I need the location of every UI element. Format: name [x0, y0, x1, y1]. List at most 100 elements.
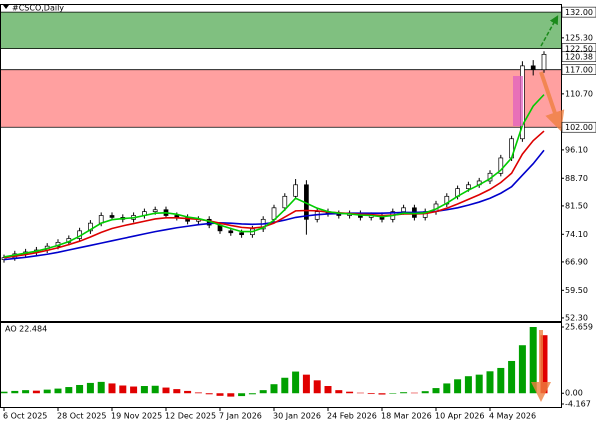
ao-bar: [335, 390, 343, 394]
chart-title: #CSCO,Daily: [12, 4, 64, 13]
x-tick-label: 7 Jan 2026: [219, 412, 262, 421]
ao-bar: [464, 376, 472, 394]
candle-body: [239, 232, 244, 236]
ao-bar: [475, 374, 483, 394]
main-panel-frame: [0, 4, 562, 322]
ao-y-tick-label: 25.659: [565, 323, 593, 332]
candle-body: [88, 222, 93, 232]
ao-bar: [346, 391, 354, 394]
ao-bar: [518, 345, 526, 394]
y-tick-label: 59.50: [565, 286, 588, 295]
x-tick-label: 24 Feb 2026: [327, 412, 377, 421]
ao-bar: [378, 393, 386, 395]
ao-bar: [76, 384, 84, 394]
y-tick-label: 110.70: [565, 89, 593, 98]
ao-bar: [194, 392, 202, 394]
x-tick-label: 12 Dec 2025: [165, 412, 216, 421]
ao-bar: [540, 335, 548, 394]
ao-bar: [238, 393, 246, 397]
y-tick-label: 125.30: [565, 33, 593, 42]
level-label: 122.50: [565, 45, 593, 54]
ao-bar: [529, 327, 537, 394]
ao-title: AO 22.484: [5, 325, 47, 334]
ao-bar: [497, 367, 505, 394]
candle-body: [466, 184, 471, 189]
ao-y-tick-label: -4.167: [565, 400, 591, 409]
ao-bar: [227, 393, 235, 397]
level-label: 117.00: [565, 66, 593, 75]
zone: [1, 12, 561, 49]
level-label-box: [561, 6, 596, 18]
up-arrow: [540, 15, 559, 47]
ao-bar: [205, 393, 213, 395]
ao-bar: [259, 390, 267, 394]
candle-body: [109, 215, 115, 218]
level-label: 102.00: [565, 123, 593, 132]
ao-bar: [270, 384, 278, 394]
ao-bar: [367, 393, 375, 395]
ao-bar: [410, 392, 418, 394]
ao-bar: [216, 393, 224, 396]
ao-panel-frame: [0, 322, 562, 408]
ao-bar: [486, 371, 494, 394]
ao-bar: [324, 386, 332, 394]
y-tick-label: 81.50: [565, 201, 588, 210]
ao-bar: [292, 371, 300, 394]
candle-body: [530, 65, 536, 71]
ao-bar: [356, 392, 364, 394]
down-arrow: [539, 71, 565, 132]
y-tick-label: 52.30: [565, 313, 588, 322]
x-tick-label: 10 Apr 2026: [435, 412, 484, 421]
y-tick-label: 96.10: [565, 145, 588, 154]
ao-bar: [184, 390, 192, 394]
candle-body: [293, 184, 298, 197]
x-tick-label: 6 Oct 2025: [3, 412, 47, 421]
moving-average: [3, 130, 545, 259]
ao-bar: [281, 377, 289, 394]
ao-bar: [43, 389, 51, 394]
candle-body: [271, 207, 277, 220]
ao-bar: [11, 390, 19, 394]
moving-average: [3, 94, 545, 258]
ao-bar: [65, 387, 73, 394]
ao-bar: [443, 383, 451, 394]
candle-body: [152, 209, 158, 213]
x-tick-label: 18 Mar 2026: [381, 412, 432, 421]
ao-bar: [0, 391, 8, 394]
current-price-label: 120.38: [565, 53, 593, 62]
ao-bar: [421, 391, 429, 394]
level-label-box: [561, 64, 596, 75]
collapse-icon: [3, 5, 9, 9]
candle-body: [541, 53, 547, 71]
y-tick-label: 88.70: [565, 174, 588, 183]
ao-bar: [108, 383, 116, 394]
ao-bar: [302, 374, 310, 394]
x-tick-label: 4 May 2026: [489, 412, 536, 421]
x-tick-label: 30 Jan 2026: [273, 412, 321, 421]
ao-bar: [32, 390, 40, 394]
zone: [1, 69, 561, 128]
ao-bar: [130, 386, 138, 394]
ao-bar: [54, 388, 62, 394]
x-tick-label: 28 Oct 2025: [57, 412, 106, 421]
ao-bar: [173, 389, 181, 394]
zones: [1, 11, 561, 128]
ao-y-tick-label: 0.00: [565, 389, 583, 398]
price-label-box: [561, 51, 596, 63]
y-tick-label: 66.90: [565, 257, 588, 266]
ao-bar: [313, 380, 321, 394]
ao-bar: [97, 381, 105, 394]
right-axis: 122.50 132.00 102.00 117.00 125.30 110.70 96.1…: [3, 6, 596, 421]
ao-bar: [389, 393, 397, 394]
ao-bar: [119, 385, 127, 394]
ao-bar: [248, 393, 256, 395]
highlight-box: [513, 76, 523, 126]
ao-bar: [22, 390, 30, 394]
ao-bar: [454, 379, 462, 394]
ao-bar: [151, 385, 159, 394]
level-label: 132.00: [565, 8, 593, 17]
level-label-box: [561, 121, 596, 133]
ao-bar: [162, 387, 170, 394]
